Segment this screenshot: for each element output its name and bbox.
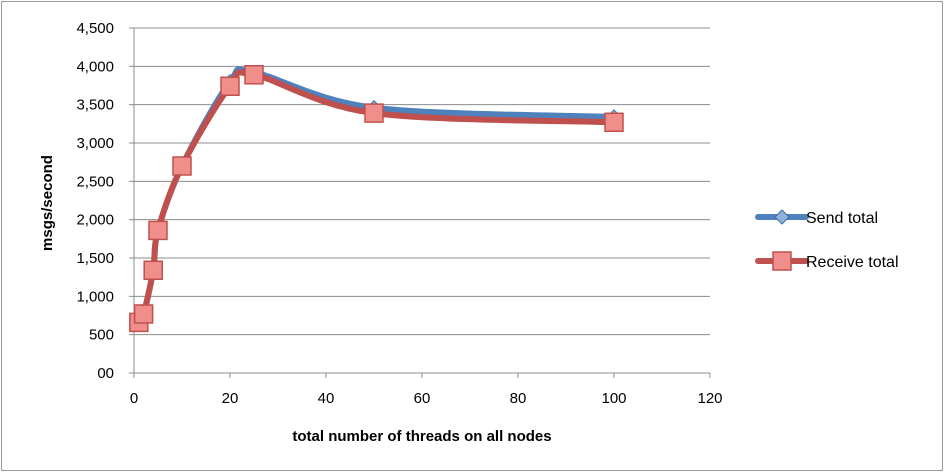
x-tick-label: 80 (510, 390, 527, 407)
axes (129, 27, 711, 378)
legend-label: Send total (806, 210, 878, 227)
series-line-2 (135, 69, 617, 326)
y-tick-labels: 00 500 1,000 1,500 2,000 2,500 3,000 3,500 4,000… (76, 20, 114, 382)
y-tick-label: 500 (89, 327, 114, 344)
data-point-series-2 (244, 65, 264, 85)
y-tick-label: 1,500 (76, 250, 114, 267)
gridlines (134, 27, 710, 336)
series-markers-2 (129, 65, 624, 333)
x-tick-label: 20 (222, 390, 239, 407)
y-tick-label: 4,000 (76, 58, 114, 75)
data-point-series-2 (220, 76, 240, 97)
x-axis-title: total number of threads on all nodes (292, 428, 551, 445)
data-point-series-2 (172, 156, 192, 176)
data-point-series-2 (143, 260, 163, 281)
data-point-series-2 (133, 304, 154, 324)
x-tick-label: 120 (697, 390, 722, 407)
y-tick-label: 2,500 (76, 173, 114, 190)
legend-marker (772, 251, 792, 271)
data-point-series-2 (148, 220, 168, 241)
y-tick-label: 3,500 (76, 97, 114, 114)
x-tick-label: 100 (601, 390, 626, 407)
legend: Send total Receive total (755, 209, 899, 271)
data-point-series-2 (364, 103, 384, 123)
x-tick-label: 60 (414, 390, 431, 407)
data-point-series-2 (604, 112, 624, 133)
y-tick-label: 1,000 (76, 288, 114, 305)
y-tick-label: 3,000 (76, 135, 114, 152)
legend-marker (774, 209, 790, 225)
y-tick-label: 4,500 (76, 20, 114, 37)
y-axis-title: msgs/second (39, 155, 56, 251)
x-tick-label: 0 (130, 390, 138, 407)
x-tick-labels: 0 20 40 60 80 100 120 (130, 390, 723, 407)
legend-label: Receive total (806, 254, 899, 271)
y-tick-label: 00 (97, 365, 114, 382)
y-tick-label: 2,000 (76, 212, 114, 229)
series-lines (129, 64, 624, 333)
x-tick-label: 40 (318, 390, 335, 407)
